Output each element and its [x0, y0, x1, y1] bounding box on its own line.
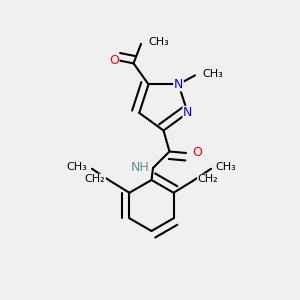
Text: O: O [109, 54, 119, 67]
Text: N: N [183, 106, 192, 119]
Text: CH₃: CH₃ [67, 162, 87, 172]
Text: CH₃: CH₃ [148, 38, 169, 47]
Text: CH₃: CH₃ [216, 162, 236, 172]
Text: CH₂: CH₂ [198, 174, 218, 184]
Text: N: N [174, 78, 183, 91]
Text: NH: NH [131, 161, 150, 175]
Text: O: O [192, 146, 202, 160]
Text: CH₃: CH₃ [202, 69, 223, 79]
Text: CH₂: CH₂ [85, 174, 105, 184]
